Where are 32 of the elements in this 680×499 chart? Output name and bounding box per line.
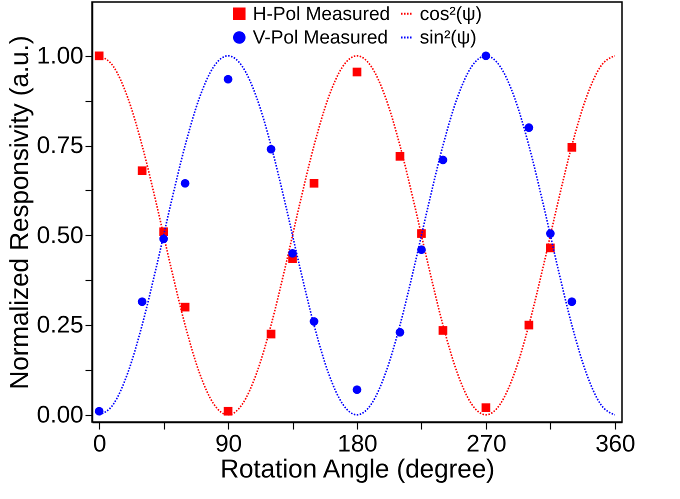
point [180,302,190,312]
point [94,406,104,416]
point [288,248,297,258]
point [396,152,404,161]
point [180,178,190,188]
y-axis-title: Normalized Responsivity (a.u.) [4,35,34,390]
legend-label: H-Pol Measured [252,4,390,25]
point [266,330,276,338]
point [138,297,146,306]
point [524,123,534,132]
point [568,297,576,306]
x-tick-label: 360 [595,430,636,458]
point [310,178,318,188]
point [94,52,104,60]
text: 0.00 [36,401,84,428]
point [417,245,426,254]
point [438,156,448,164]
legend-label: sin²(ψ) [420,28,477,48]
y-tick-label: 0.25 [36,312,84,339]
y-tick-label: 0.50 [36,222,84,249]
legend-label: V-Pol Measured [252,28,388,48]
point [524,320,534,330]
point [482,403,490,412]
point [352,385,362,394]
y-tick-label: 1.00 [36,42,84,70]
x-tick-label: 0 [92,430,106,458]
legend-label: cos²(ψ) [420,4,482,25]
point [138,166,146,176]
point [438,326,448,335]
point [224,74,232,84]
y-tick-label: 0.75 [36,132,84,160]
point [352,68,362,76]
